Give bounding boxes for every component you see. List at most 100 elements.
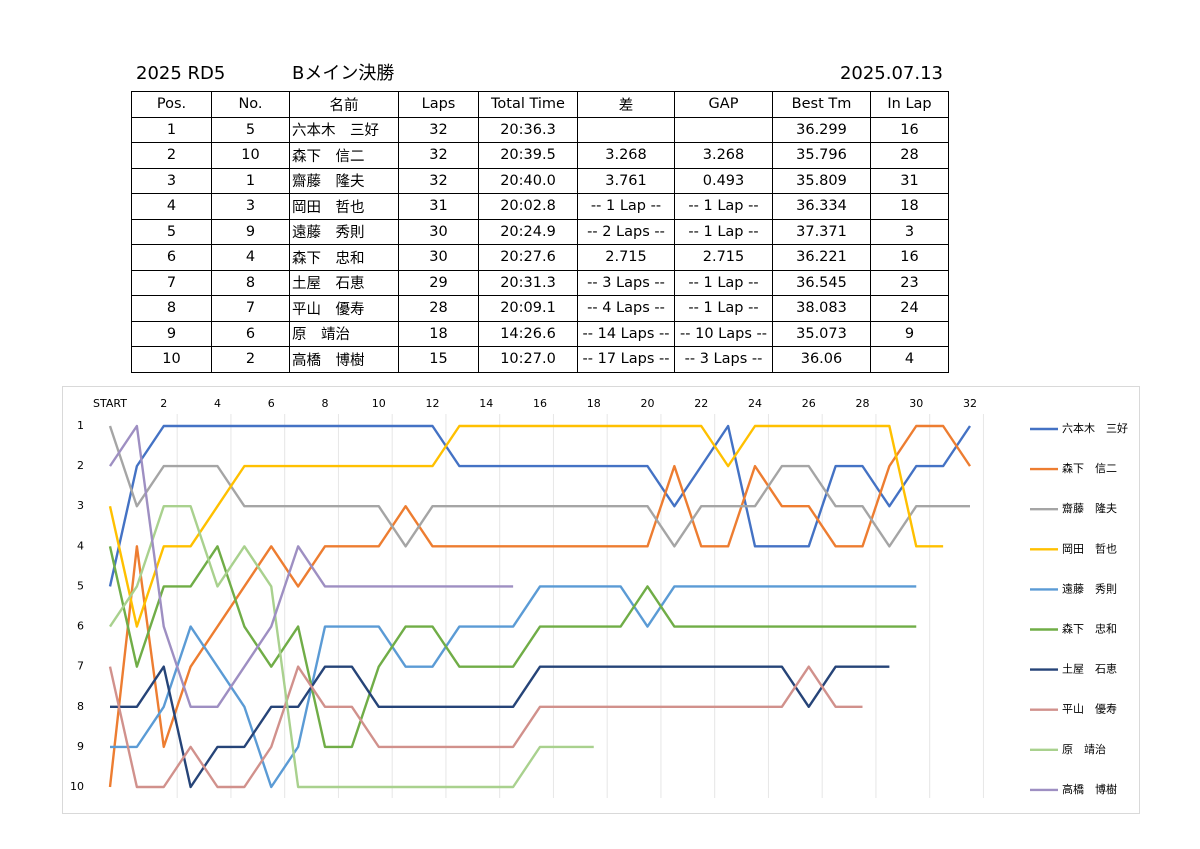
cell: 原 靖治 [289, 320, 399, 347]
cell: 4 [870, 346, 949, 373]
cell: 32 [398, 116, 479, 143]
legend-label: 岡田 哲也 [1062, 542, 1117, 555]
legend-label: 森下 信二 [1062, 461, 1117, 475]
cell: 10 [211, 142, 290, 169]
legend-label: 遠藤 秀則 [1062, 582, 1117, 595]
cell: -- 4 Laps -- [577, 295, 675, 322]
cell: 16 [870, 244, 949, 271]
cell: 15 [398, 346, 479, 373]
cell: 28 [398, 295, 479, 322]
cell: 5 [211, 116, 290, 143]
cell: 5 [131, 218, 212, 245]
legend-label: 平山 優寿 [1062, 702, 1117, 716]
header-row: Pos. No. 名前 Laps Total Time 差 GAP Best Tm In Lap [131, 91, 949, 118]
results-table: Pos. No. 名前 Laps Total Time 差 GAP Best Tm In Lap… [131, 91, 949, 373]
column-header: Best Tm [772, 91, 871, 118]
chart-frame [62, 386, 1140, 814]
cell [674, 116, 773, 143]
x-tick-label: 24 [748, 397, 762, 410]
round: 2025 RD5 [136, 63, 226, 84]
cell: 20:02.8 [478, 193, 578, 220]
cell: 36.545 [772, 269, 871, 296]
cell: -- 2 Laps -- [577, 218, 675, 245]
cell: 20:27.6 [478, 244, 578, 271]
y-tick-label: 4 [77, 539, 84, 552]
result-row: 6 4 森下 忠和 30 20:27.6 2.715 2.715 36.221 16 [131, 244, 949, 271]
column-header: 差 [577, 91, 675, 118]
column-header: GAP [674, 91, 773, 118]
series-line [108, 545, 917, 749]
cell: 18 [870, 193, 949, 220]
cell: 32 [398, 167, 479, 194]
series-line [110, 665, 890, 789]
cell: 36.299 [772, 116, 871, 143]
lap-chart: START 2 4 6 8 10 12 14 16 18 20 22 24 26 28 30 321234567… [62, 386, 1140, 814]
cell: 1 [131, 116, 212, 143]
cell: 1 [211, 167, 290, 194]
cell: 14:26.6 [478, 320, 578, 347]
result-row: 4 3 岡田 哲也 31 20:02.8 -- 1 Lap -- -- 1 Lap -- 36… [131, 193, 949, 220]
x-tick-label: START [93, 397, 127, 410]
x-tick-label: 18 [587, 397, 601, 410]
cell: -- 1 Lap -- [577, 193, 675, 220]
y-tick-label: 5 [77, 579, 84, 592]
column-header: Pos. [131, 91, 212, 118]
column-header: Total Time [478, 91, 578, 118]
y-tick-label: 2 [77, 459, 84, 472]
column-header: In Lap [870, 91, 949, 118]
legend-label: 齋藤 隆夫 [1062, 501, 1117, 515]
x-tick-label: 4 [214, 397, 221, 410]
result-row: 10 2 高橋 博樹 15 10:27.0 -- 17 Laps -- -- 3 Laps … [131, 346, 949, 373]
table-body: 1 5 六本木 三好 32 20:36.3 36.299 16 2 10 森下 信二 32 20:39… [131, 116, 949, 373]
cell: 10:27.0 [478, 346, 578, 373]
x-tick-label: 28 [856, 397, 870, 410]
cell: 36.334 [772, 193, 871, 220]
cell: 0.493 [674, 167, 773, 194]
cell: 2 [211, 346, 290, 373]
cell: 30 [398, 244, 479, 271]
cell: 38.083 [772, 295, 871, 322]
cell: -- 1 Lap -- [674, 269, 773, 296]
cell: 9 [211, 218, 290, 245]
cell: 2 [131, 142, 212, 169]
legend-label: 六本木 三好 [1062, 421, 1128, 435]
legend-label: 土屋 石恵 [1062, 662, 1117, 676]
x-tick-label: 14 [479, 397, 493, 410]
series-line [108, 665, 863, 789]
cell: 20:39.5 [478, 142, 578, 169]
cell: 高橋 博樹 [289, 346, 399, 373]
series-line [108, 424, 971, 788]
column-header: No. [211, 91, 290, 118]
cell: 2.715 [674, 244, 773, 271]
cell: 3 [870, 218, 949, 245]
cell: 9 [870, 320, 949, 347]
cell: 23 [870, 269, 949, 296]
cell: 8 [211, 269, 290, 296]
x-tick-label: 2 [160, 397, 167, 410]
x-tick-label: 22 [694, 397, 708, 410]
column-header: 名前 [289, 91, 399, 118]
cell [577, 116, 675, 143]
legend-label: 森下 忠和 [1062, 622, 1117, 636]
series-line [109, 505, 594, 789]
result-row: 8 7 平山 優寿 28 20:09.1 -- 4 Laps -- -- 1 Lap -- 3… [131, 295, 949, 322]
result-row: 5 9 遠藤 秀則 30 20:24.9 -- 2 Laps -- -- 1 Lap -- 3… [131, 218, 949, 245]
x-tick-label: 26 [802, 397, 816, 410]
series-line [110, 585, 917, 789]
event: Bメイン決勝 [292, 63, 395, 84]
cell: -- 1 Lap -- [674, 218, 773, 245]
cell: 6 [131, 244, 212, 271]
cell: 8 [131, 295, 212, 322]
cell: 7 [211, 295, 290, 322]
y-tick-label: 10 [70, 780, 84, 793]
cell: 3.268 [577, 142, 675, 169]
cell: 遠藤 秀則 [289, 218, 399, 245]
y-tick-label: 3 [77, 499, 84, 512]
cell: 35.073 [772, 320, 871, 347]
y-tick-label: 8 [77, 700, 84, 713]
y-tick-label: 7 [77, 660, 84, 673]
series-line [109, 424, 514, 708]
cell: 20:40.0 [478, 167, 578, 194]
cell: 35.796 [772, 142, 871, 169]
